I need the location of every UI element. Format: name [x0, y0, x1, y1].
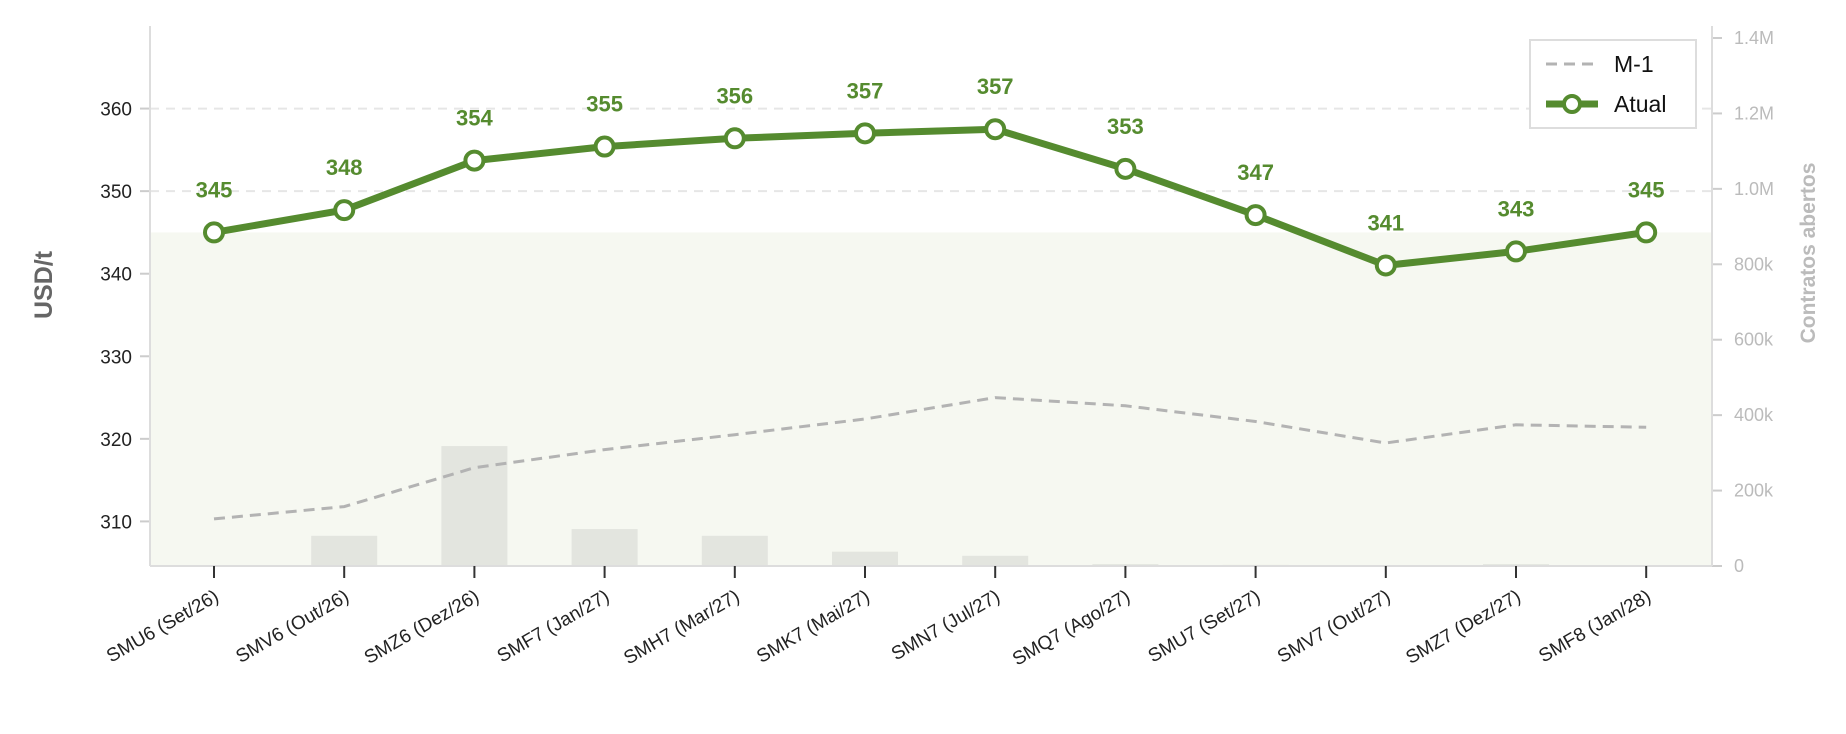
x-category-label: SMV6 (Out/26) — [232, 586, 352, 668]
atual-data-label: 345 — [196, 177, 233, 202]
y-right-tick-label: 200k — [1734, 481, 1774, 501]
atual-marker — [463, 149, 486, 172]
x-category-label: SMN7 (Jul/27) — [888, 586, 1004, 665]
x-category-label: SMU6 (Set/26) — [103, 586, 222, 667]
y-right-tick-label: 600k — [1734, 330, 1774, 350]
y-left-tick-label: 310 — [100, 512, 132, 533]
atual-marker — [984, 118, 1007, 141]
atual-marker — [854, 122, 876, 145]
y-left-tick-label: 360 — [100, 100, 132, 121]
atual-data-label: 356 — [716, 83, 753, 108]
atual-marker — [723, 127, 746, 150]
x-category-label: SMH7 (Mar/27) — [620, 586, 743, 669]
open-interest-bar — [962, 555, 1029, 566]
atual-data-label: 354 — [456, 106, 493, 131]
atual-data-label: 357 — [977, 74, 1014, 99]
legend-marker-atual — [1562, 94, 1582, 114]
legend-label-m1: M-1 — [1614, 51, 1654, 77]
reference-band-fill — [150, 232, 1712, 567]
atual-data-label: 341 — [1367, 210, 1404, 235]
y-axis-left-title: USD/t — [30, 250, 58, 319]
atual-marker — [1114, 157, 1137, 180]
y-left-tick-label: 350 — [100, 182, 132, 203]
atual-data-label: 347 — [1237, 160, 1274, 185]
legend-box — [1529, 39, 1697, 129]
open-interest-bar — [701, 535, 768, 566]
data-labels: 345 348 354 355 356 357 357 353 347 341 343 345 — [196, 74, 1665, 235]
y-left-tick-label: 330 — [100, 347, 132, 368]
atual-data-label: 343 — [1498, 196, 1535, 221]
atual-data-label: 353 — [1107, 114, 1144, 139]
atual-marker — [1244, 204, 1267, 227]
atual-data-label: 355 — [586, 92, 623, 117]
atual-marker — [333, 199, 356, 222]
y-right-tick-label: 1.2M — [1734, 103, 1774, 123]
open-interest-bars — [311, 446, 1680, 566]
x-category-label: SMU7 (Set/27) — [1145, 586, 1264, 667]
series-line-m1 — [213, 396, 1647, 521]
y-right-tick-label: 0 — [1734, 556, 1744, 576]
y-right-tick-label: 800k — [1734, 254, 1774, 274]
open-interest-bar — [832, 551, 898, 566]
atual-marker — [203, 221, 225, 244]
x-category-label: SMF8 (Jan/28) — [1535, 586, 1654, 667]
series-line-atual — [213, 125, 1647, 269]
atual-data-label: 345 — [1628, 177, 1665, 202]
y-axis-right-title: Contratos abertos — [1797, 163, 1820, 344]
y-left-tick-label: 340 — [100, 265, 132, 286]
atual-marker — [1374, 254, 1397, 277]
x-category-label: SMF7 (Jan/27) — [494, 586, 613, 667]
x-category-label: SMK7 (Mai/27) — [753, 586, 873, 668]
x-category-label: SMZ7 (Dez/27) — [1402, 586, 1524, 669]
atual-data-label: 357 — [847, 78, 884, 103]
x-category-label: SMQ7 (Ago/27) — [1009, 586, 1134, 670]
atual-marker — [1505, 240, 1527, 263]
open-interest-bar — [311, 535, 378, 566]
y-right-tick-label: 1.4M — [1734, 28, 1774, 48]
atual-marker — [1635, 221, 1658, 244]
legend: M-1 Atual — [1529, 39, 1697, 129]
atual-markers — [203, 118, 1658, 277]
legend-label-atual: Atual — [1614, 91, 1666, 117]
y-left-tick-label: 320 — [100, 430, 132, 451]
x-category-label: SMZ6 (Dez/26) — [361, 586, 483, 669]
atual-marker — [593, 135, 616, 158]
x-category-label: SMV7 (Out/27) — [1274, 586, 1394, 668]
y-right-tick-label: 1.0M — [1734, 179, 1774, 199]
open-interest-bar — [571, 529, 638, 566]
y-right-tick-label: 400k — [1734, 405, 1774, 425]
atual-data-label: 348 — [326, 155, 363, 180]
